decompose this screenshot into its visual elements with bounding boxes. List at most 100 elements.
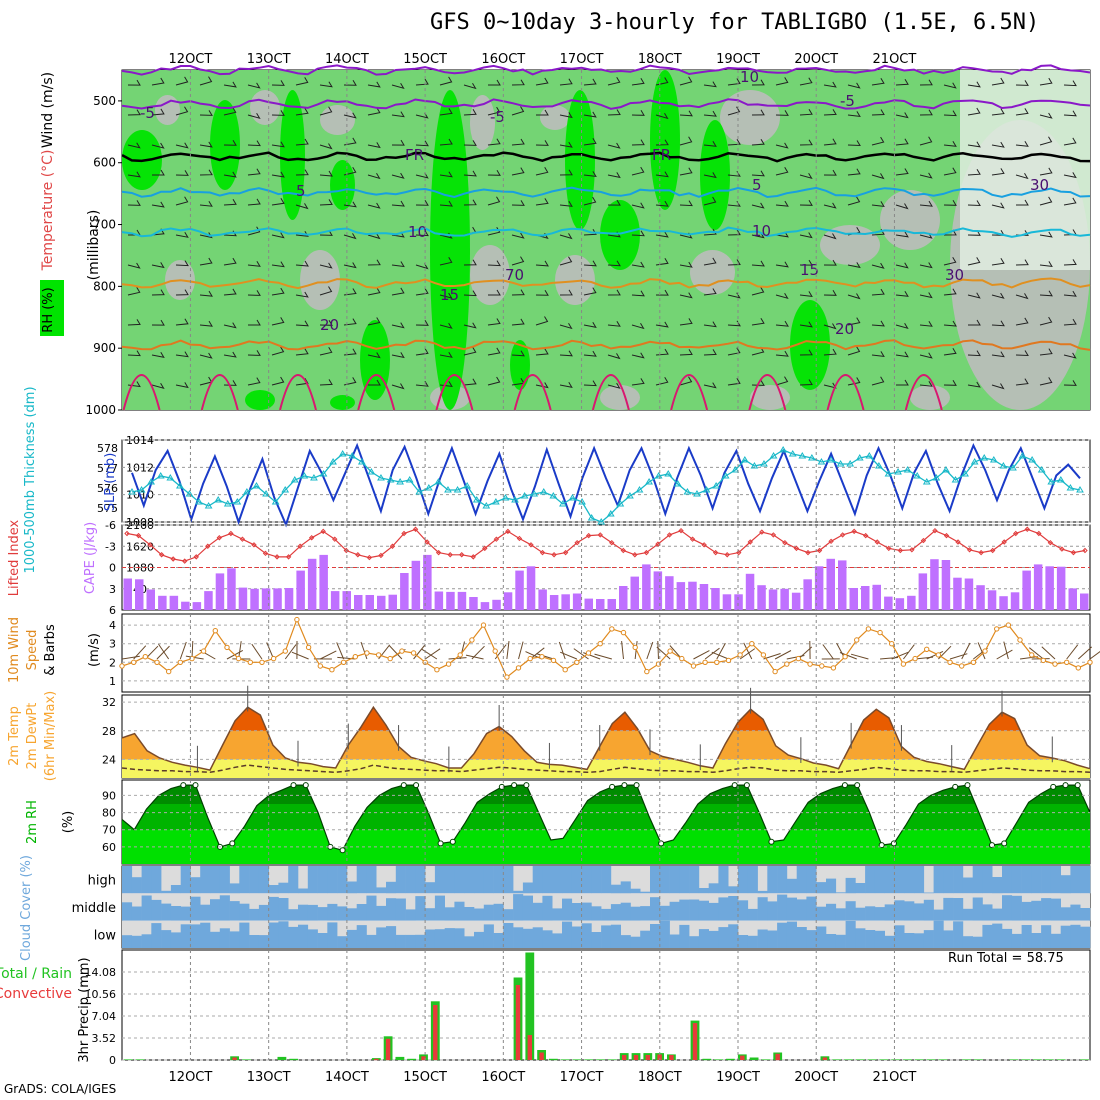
cape-bar: [319, 554, 328, 610]
thickness-point: [281, 486, 290, 493]
precip-conv-bar: [385, 1038, 391, 1061]
thickness-point: [817, 458, 826, 465]
panel-frame-7: [121, 949, 1091, 1061]
cape-bar: [884, 596, 893, 610]
li-point: [609, 540, 615, 546]
surface-wind-barb: [133, 645, 147, 660]
li-point: [470, 554, 476, 560]
wind-barb: [391, 172, 405, 179]
contour-label: 70: [505, 266, 524, 284]
cape-bar: [918, 573, 928, 610]
cloud-cell: [474, 931, 485, 948]
wind-barb: [319, 379, 333, 386]
wind-barb: [751, 170, 765, 177]
wind-barb: [391, 383, 405, 390]
surface-wind-barb: [291, 651, 309, 660]
cloud-cell: [650, 897, 661, 921]
li-point: [274, 554, 280, 560]
thickness-point: [779, 446, 788, 453]
cloud-cell: [581, 923, 592, 948]
wind-barb: [847, 140, 861, 147]
surface-wind-barb: [156, 645, 170, 660]
wind-barb: [775, 261, 789, 268]
cloud-cell: [757, 890, 768, 894]
cloud-cell: [767, 901, 778, 921]
wind-barb: [799, 259, 813, 266]
wind-barb: [607, 289, 621, 296]
surface-wind-barb: [949, 653, 968, 660]
cape-bar: [330, 591, 340, 610]
isotherm-arc: [670, 374, 709, 411]
cape-bar: [711, 588, 720, 610]
wind-barb: [175, 196, 189, 206]
surface-wind-barb: [558, 641, 566, 660]
wind-barb: [727, 259, 741, 266]
cloud-cell: [239, 922, 250, 948]
wind-barb: [151, 319, 165, 326]
wind-barb: [751, 380, 765, 386]
run-total-value: 58.75: [1026, 951, 1064, 966]
surface-wind-barb: [926, 650, 944, 660]
wind-barb: [967, 257, 981, 266]
thickness-point: [223, 500, 232, 507]
cape-axis-label: CAPE (J/kg): [83, 522, 98, 594]
li-point: [378, 552, 384, 559]
wind-speed-point: [679, 655, 685, 662]
li-point: [632, 552, 638, 558]
cape-bar: [826, 558, 835, 610]
rh2m-point: [890, 840, 897, 847]
wind-barb: [535, 77, 549, 86]
wind-barb: [655, 200, 669, 207]
wind-barb: [799, 200, 813, 206]
rh2m-point: [511, 782, 518, 789]
wind-speed-point: [305, 644, 312, 651]
wind-barb: [319, 81, 333, 88]
isotherm-arc: [748, 374, 787, 411]
thickness-point: [942, 466, 950, 473]
pressure-tick-label: 800: [93, 279, 116, 293]
wind-barb: [343, 201, 357, 208]
wind-barb: [415, 78, 429, 86]
cloud-cell: [434, 929, 445, 948]
thickness-point: [836, 460, 845, 467]
thickness-line: [131, 449, 1081, 523]
wind-barb: [223, 199, 237, 206]
wind-barb: [679, 110, 693, 117]
thickness-point: [894, 468, 902, 475]
cape-bar: [342, 591, 351, 610]
cloud-cell: [933, 866, 944, 894]
wind-barb: [1039, 377, 1053, 386]
wind-barb: [847, 317, 861, 326]
cloud-cell: [601, 908, 612, 921]
cloud-cell: [992, 877, 1003, 894]
bottom-axis-label: 14OCT: [325, 1070, 369, 1085]
li-point: [862, 532, 869, 539]
cloud-cell: [1041, 898, 1052, 921]
cloud-cell: [249, 866, 260, 894]
isotherm-line: [121, 277, 1091, 290]
wind-speed-point: [247, 659, 254, 665]
cloud-cell: [454, 928, 465, 948]
wind-barb: [583, 78, 597, 86]
isotherm-arc: [279, 374, 317, 411]
wind-barb: [127, 350, 141, 357]
precip-total-bar: [277, 1056, 287, 1060]
wind-speed-point: [515, 665, 522, 671]
li-point: [528, 542, 534, 548]
wind-speed-point: [935, 652, 942, 658]
wind-barb: [199, 110, 213, 116]
thickness-point: [243, 488, 251, 495]
wind-barb: [415, 140, 429, 147]
cloud-cell: [425, 908, 436, 921]
wind-barb: [271, 376, 285, 386]
wind-barb: [1039, 112, 1053, 119]
moist-region: [510, 340, 530, 390]
thickness-point: [597, 518, 606, 525]
wind-barb: [799, 321, 813, 328]
wind-barb: [271, 171, 285, 178]
thickness-point: [300, 472, 309, 479]
cloud-cell: [1031, 933, 1042, 948]
cape-bar: [192, 602, 202, 610]
wind-speed-point: [597, 641, 603, 647]
cloud-cell: [571, 903, 582, 921]
